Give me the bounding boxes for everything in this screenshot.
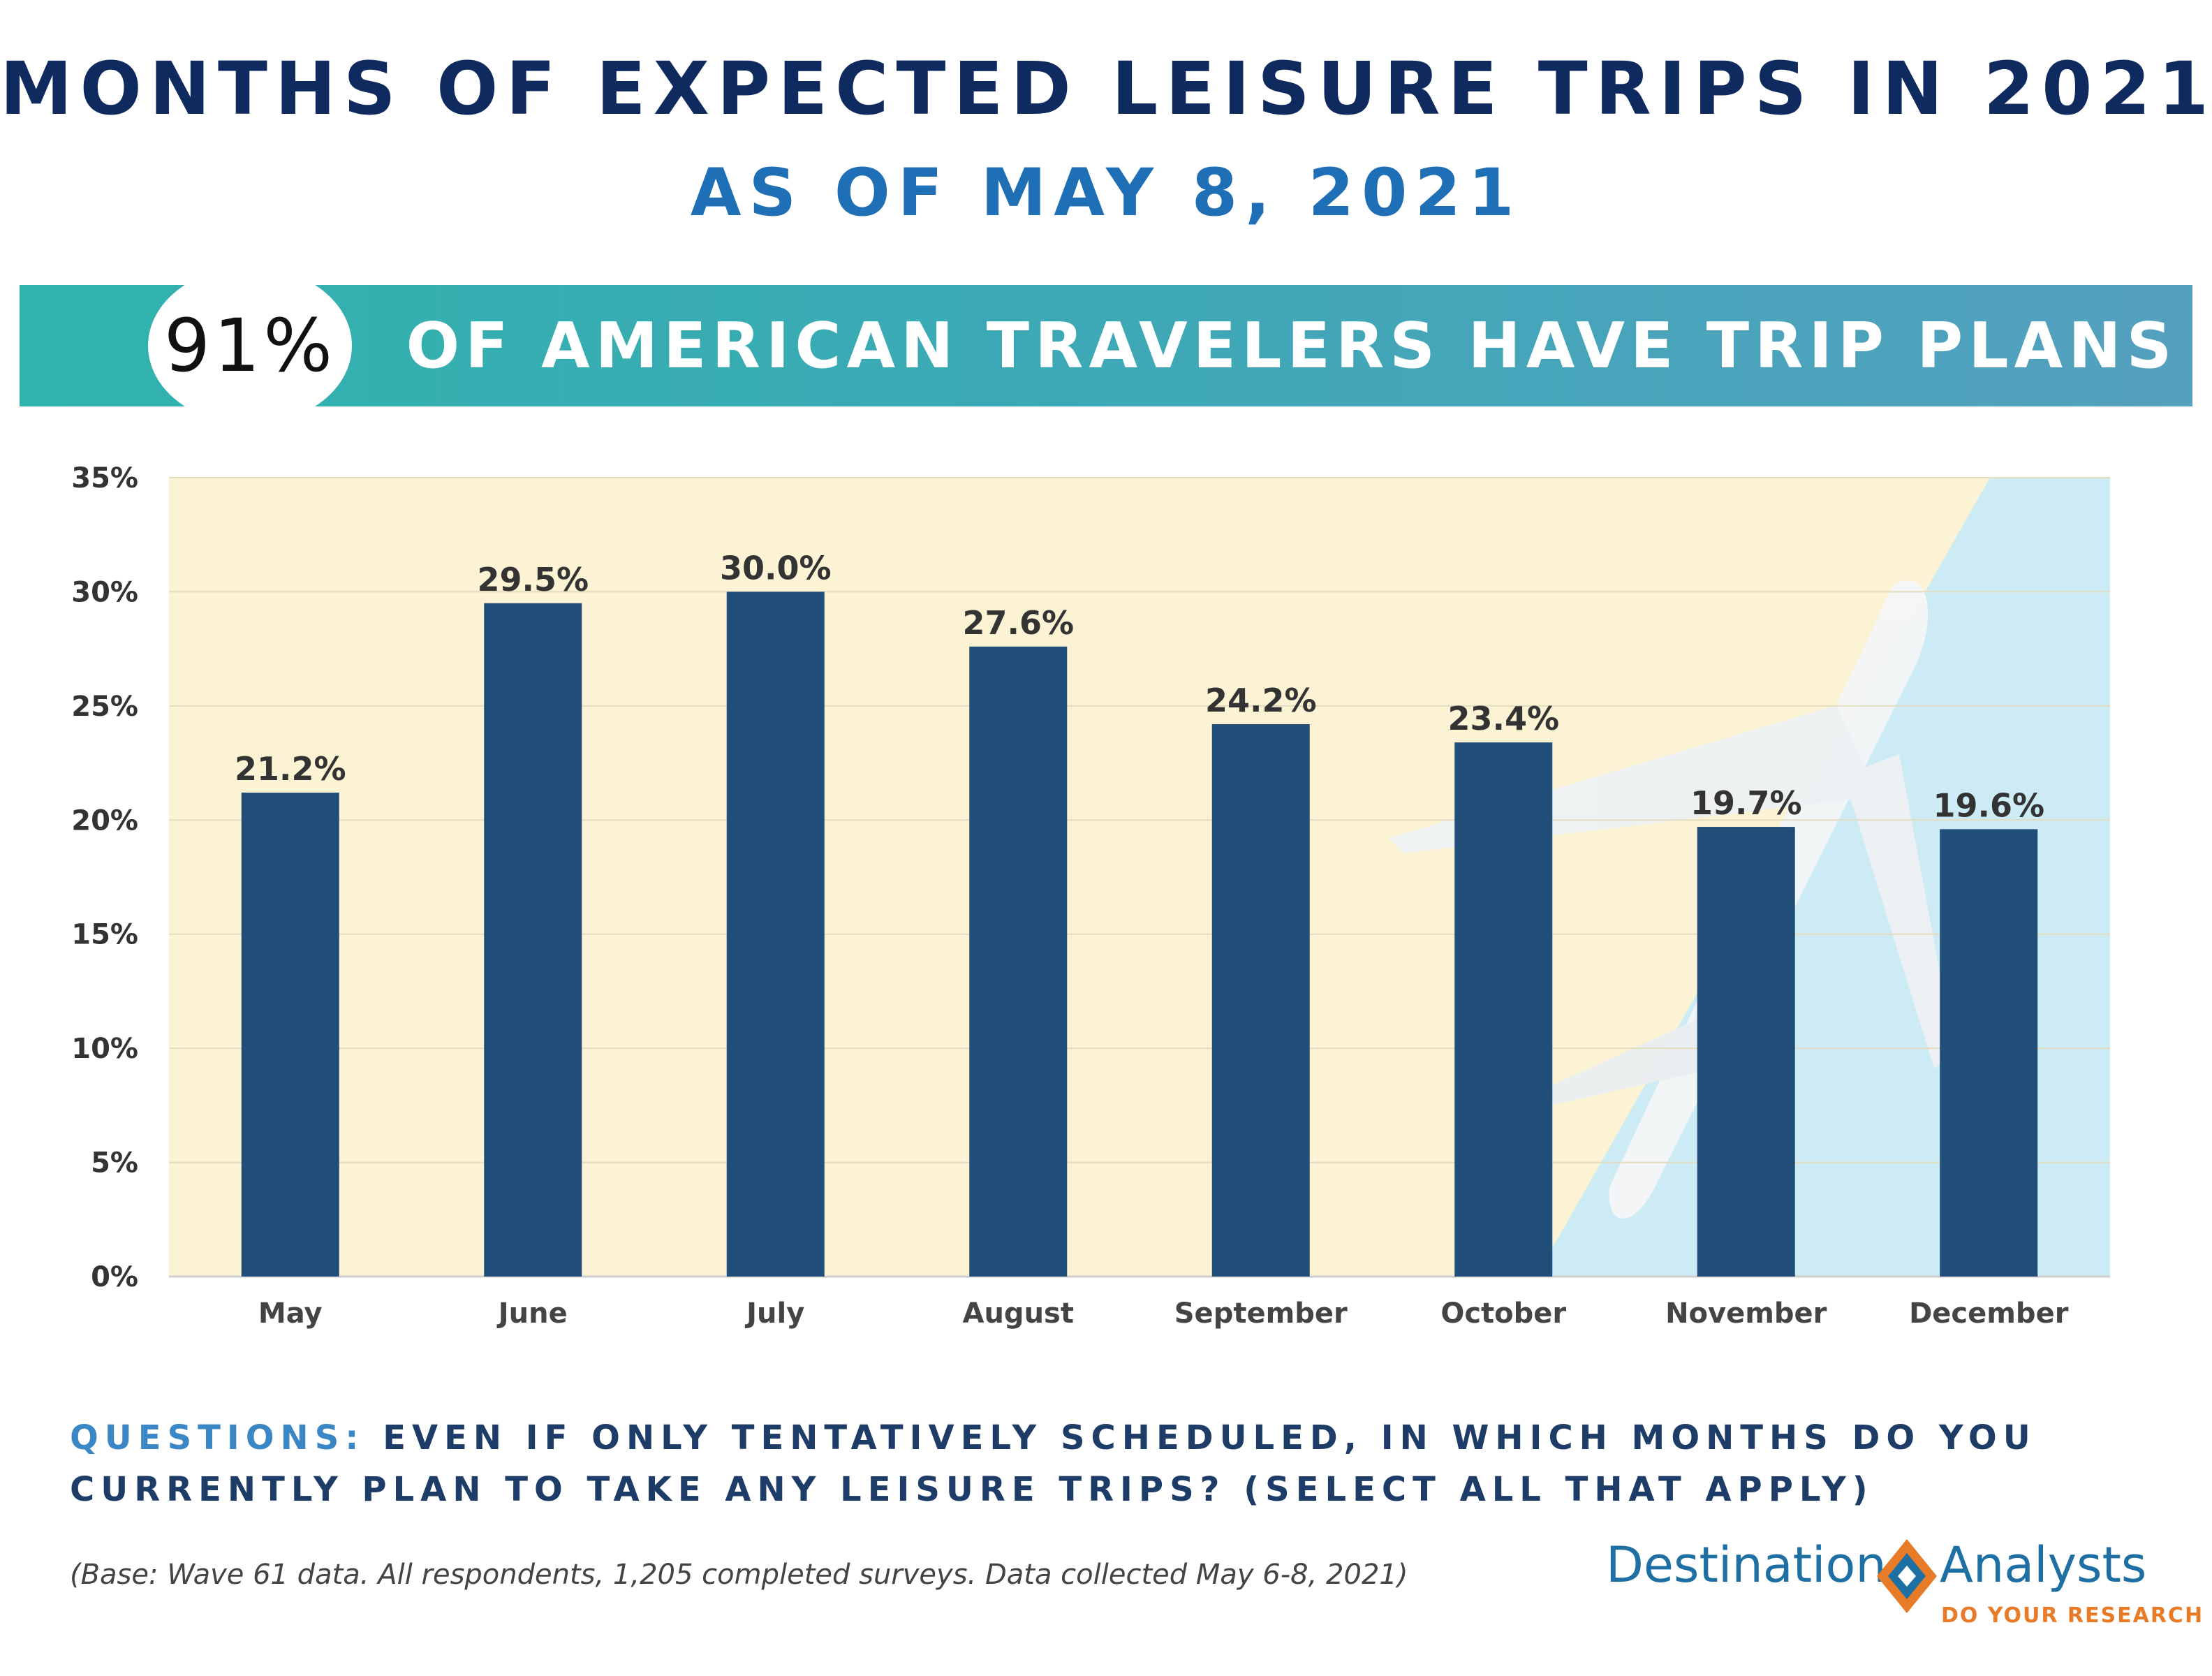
stat-circle: 91% (148, 267, 352, 425)
bars (241, 591, 2038, 1277)
bar (726, 591, 825, 1277)
base-note: (Base: Wave 61 data. All respondents, 1,… (70, 1559, 1408, 1591)
x-tick-label: July (744, 1298, 804, 1330)
y-tick-label: 15% (71, 919, 138, 951)
stat-banner (20, 285, 2192, 406)
bar (1940, 829, 2038, 1277)
data-label: 29.5% (477, 561, 589, 598)
x-tick-label: November (1665, 1298, 1827, 1330)
data-label: 27.6% (962, 604, 1074, 642)
bar (969, 646, 1068, 1277)
question-text: EVEN IF ONLY TENTATIVELY SCHEDULED, IN W… (70, 1418, 2037, 1509)
data-labels: 21.2% 29.5% 30.0% 27.6% 24.2% 23.4% 19.7% 19.6% (235, 549, 2044, 824)
bar (484, 603, 582, 1277)
bar (1697, 827, 1795, 1277)
chart-background (169, 478, 2110, 1277)
data-label: 21.2% (235, 750, 346, 788)
destination-analysts-logo: Destination Analysts DO YOUR RESEARCH (1606, 1528, 2202, 1640)
bar (241, 793, 339, 1277)
data-label: 19.6% (1933, 786, 2044, 824)
x-tick-label: May (258, 1298, 323, 1330)
survey-question: QUESTIONS: EVEN IF ONLY TENTATIVELY SCHE… (70, 1412, 2151, 1515)
logo-tagline: DO YOUR RESEARCH (1941, 1603, 2204, 1628)
banner-stat: 91% (163, 303, 337, 388)
data-label: 23.4% (1447, 700, 1559, 737)
banner-text: OF AMERICAN TRAVELERS HAVE TRIP PLANS (406, 309, 2178, 383)
x-tick-label: June (496, 1298, 568, 1330)
x-tick-label: October (1440, 1298, 1566, 1330)
page-title: MONTHS OF EXPECTED LEISURE TRIPS IN 2021 (0, 46, 2212, 131)
y-tick-label: 20% (71, 804, 138, 837)
logo-name-left: Destination (1606, 1536, 1887, 1594)
y-tick-label: 10% (71, 1033, 138, 1065)
diamond-logo-icon (1877, 1539, 1937, 1613)
question-label: QUESTIONS: (70, 1418, 365, 1457)
bar (1211, 724, 1310, 1277)
y-tick-label: 25% (71, 691, 138, 723)
x-tick-label: September (1174, 1298, 1348, 1330)
y-tick-label: 35% (71, 462, 138, 494)
data-label: 19.7% (1690, 784, 1802, 822)
bar (1454, 742, 1553, 1277)
data-label: 30.0% (720, 549, 832, 587)
y-axis: 0% 5% 10% 15% 20% 25% 30% 35% (71, 462, 138, 1293)
y-tick-label: 0% (91, 1261, 138, 1293)
x-tick-label: August (963, 1298, 1074, 1330)
y-tick-label: 5% (91, 1147, 138, 1179)
data-label: 24.2% (1205, 682, 1317, 719)
x-tick-label: December (1909, 1298, 2069, 1330)
logo-name-right: Analysts (1940, 1536, 2147, 1594)
y-tick-label: 30% (71, 576, 138, 608)
page-subtitle: AS OF MAY 8, 2021 (690, 155, 1522, 231)
x-axis: May June July August September October Novembe… (258, 1298, 2069, 1330)
